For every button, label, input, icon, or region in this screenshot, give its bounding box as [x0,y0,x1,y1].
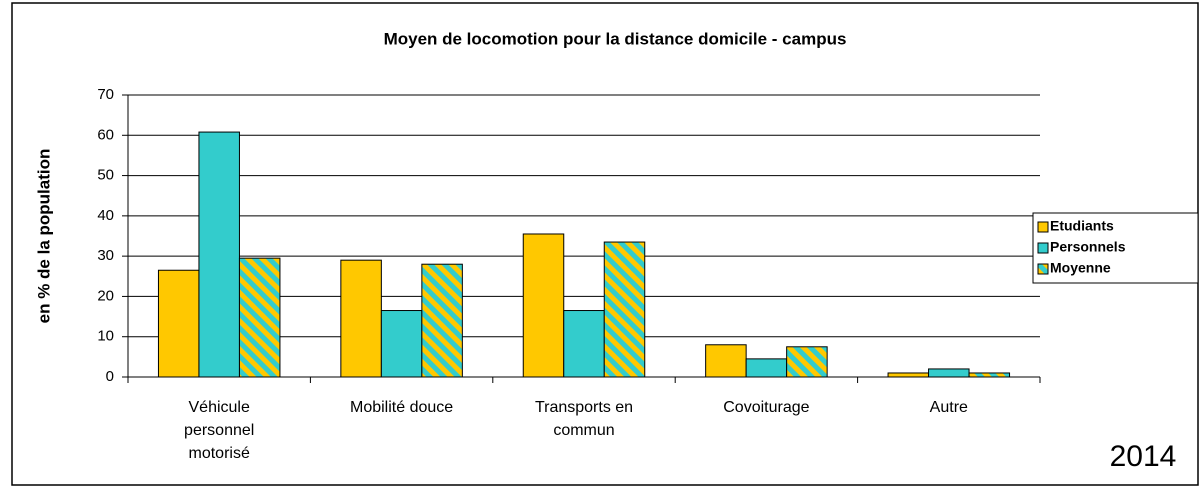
bar [786,346,828,378]
legend-swatch [1037,221,1049,233]
bar [968,372,1011,378]
bar [198,131,240,378]
bar [421,263,463,378]
bar [380,310,423,378]
x-tick-label: Véhicule personnel motorisé [184,399,255,462]
legend-label: Etudiants [1050,218,1114,234]
bar [238,257,281,378]
x-tick-label: Transports en commun [534,399,634,439]
x-tick-label: Covoiturage [723,399,810,416]
y-tick-label: 50 [97,167,114,184]
y-tick-label: 20 [97,287,114,304]
y-tick-label: 60 [97,126,114,143]
chart-title: Moyen de locomotion pour la distance dom… [384,29,847,48]
x-tick-label: Mobilité douce [350,399,454,416]
y-tick-label: 70 [97,86,114,103]
legend-swatch [1037,242,1049,254]
bar [745,358,788,378]
bar [522,233,565,378]
bar [603,241,646,378]
bar [157,269,200,378]
y-tick-label: 30 [97,247,114,264]
legend-swatch [1037,263,1049,275]
x-tick-label: Autre [929,399,968,416]
legend-label: Moyenne [1050,260,1111,276]
y-axis-label: en % de la population [34,149,53,324]
y-tick-label: 40 [97,207,114,224]
bar [340,259,382,378]
bar [928,368,970,378]
y-tick-label: 0 [106,368,114,385]
legend-box [1032,212,1199,284]
y-tick-label: 10 [97,328,114,345]
annotation: 2014 [1110,440,1177,473]
bar [887,372,930,378]
legend-label: Personnels [1050,239,1126,255]
bar [705,344,747,378]
bar [563,310,605,378]
